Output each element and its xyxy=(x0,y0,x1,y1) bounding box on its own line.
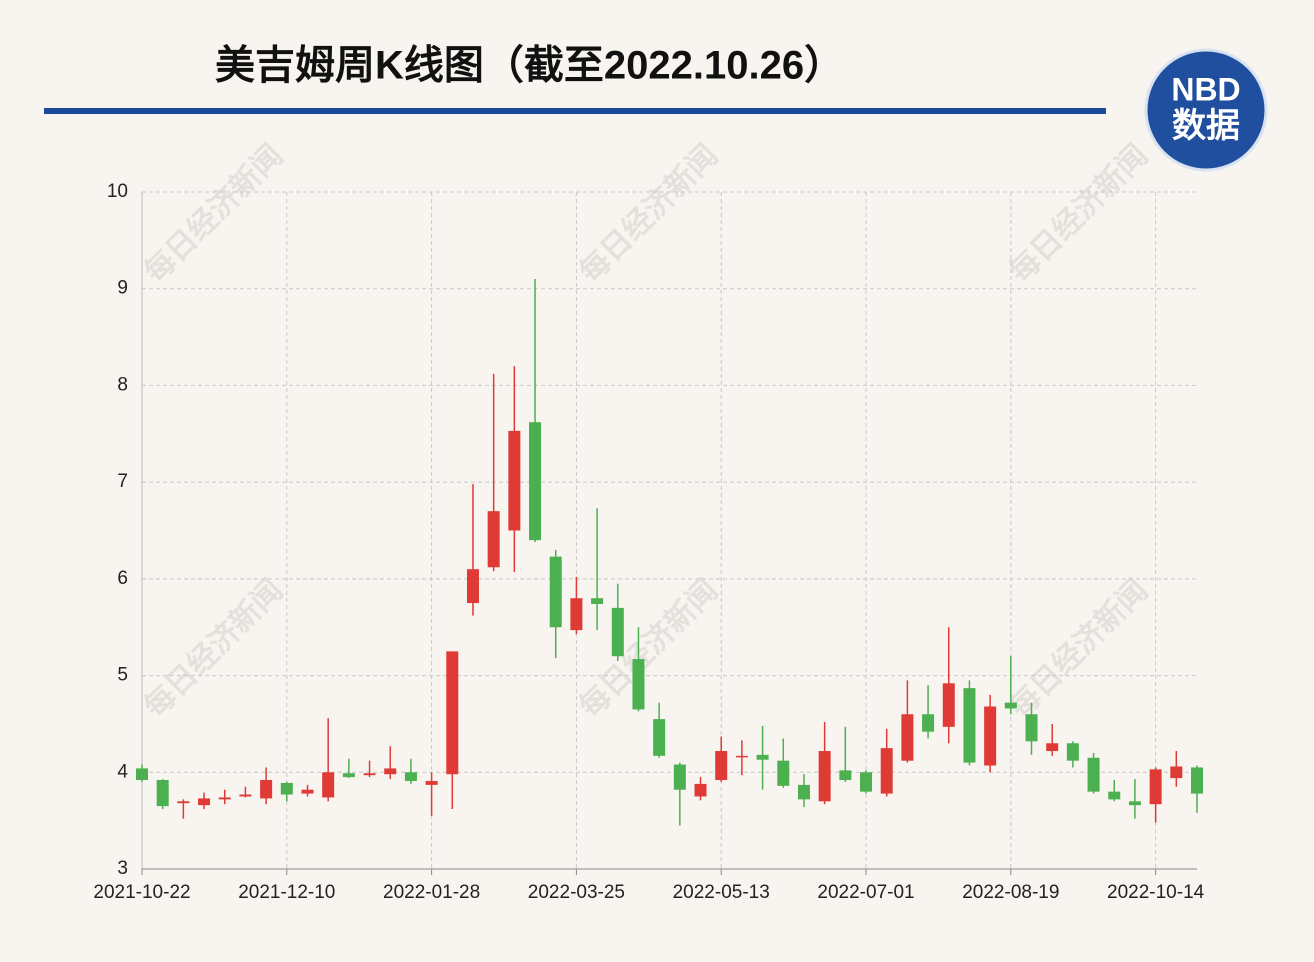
y-tick-label: 8 xyxy=(117,374,128,395)
candle-body xyxy=(177,801,190,804)
candle-body xyxy=(942,683,955,727)
y-tick-label: 10 xyxy=(107,181,128,202)
candle-body xyxy=(136,768,148,781)
candle-body xyxy=(922,714,935,732)
candle-body xyxy=(653,719,666,756)
candle-body xyxy=(1149,769,1162,805)
candle-body xyxy=(425,780,438,785)
y-tick-label: 6 xyxy=(117,568,128,589)
chart-title: 美吉姆周K线图（截至2022.10.26） xyxy=(215,44,844,88)
candle-body xyxy=(694,783,707,797)
candle-body xyxy=(260,780,273,799)
candle-body xyxy=(156,780,169,807)
candle-body xyxy=(860,772,873,792)
candle-body xyxy=(363,773,376,776)
candle-body xyxy=(529,422,542,541)
y-tick-label: 4 xyxy=(117,761,128,782)
candle-body xyxy=(984,706,997,766)
candle-body xyxy=(735,755,748,758)
candle-body xyxy=(487,511,500,568)
x-tick-label: 2021-10-22 xyxy=(93,882,190,903)
x-tick-label: 2022-07-01 xyxy=(817,882,914,903)
candle-body xyxy=(963,688,976,763)
y-tick-label: 3 xyxy=(117,858,128,879)
candle-body xyxy=(508,430,521,531)
candle-body xyxy=(1108,791,1121,800)
candle-body xyxy=(1004,702,1017,709)
candle-body xyxy=(901,714,914,761)
y-tick-label: 7 xyxy=(117,471,128,492)
candle-body xyxy=(797,784,810,800)
candle-body xyxy=(1066,743,1079,761)
candle-body xyxy=(673,764,686,790)
x-tick-label: 2021-12-10 xyxy=(238,882,335,903)
candle-body xyxy=(818,751,831,802)
y-tick-label: 5 xyxy=(117,665,128,686)
candle-body xyxy=(1170,766,1183,779)
logo-bottom: 数据 xyxy=(1172,107,1240,145)
candle-body xyxy=(466,569,479,604)
candle-body xyxy=(342,773,355,778)
candle-body xyxy=(570,598,583,631)
plot-area: 3 4 5 6 7 8 9 10 2021-10-22 2021-12-10 2022-01-28 2… xyxy=(93,181,1204,903)
candle-body xyxy=(446,651,459,775)
x-tick-label: 2022-01-28 xyxy=(383,882,480,903)
candle-body xyxy=(632,659,645,710)
x-tick-label: 2022-10-14 xyxy=(1107,882,1205,903)
candle-body xyxy=(777,760,790,786)
candle-body xyxy=(404,772,417,781)
candle-body xyxy=(839,770,852,781)
logo xyxy=(1144,48,1268,172)
candle-body xyxy=(756,754,769,760)
candle-body xyxy=(1087,757,1100,792)
x-tick-label: 2022-05-13 xyxy=(673,882,770,903)
logo-top: NBD xyxy=(1171,71,1240,107)
candle-body xyxy=(280,782,293,795)
candle-body xyxy=(1046,743,1059,752)
y-tick-label: 9 xyxy=(117,278,128,299)
candle-body xyxy=(322,772,335,798)
candle-body xyxy=(384,768,397,775)
candle-body xyxy=(239,794,252,797)
candle-body xyxy=(1191,767,1203,794)
candle-body xyxy=(591,598,604,605)
candle-body xyxy=(715,751,728,781)
candle-body xyxy=(1025,714,1038,742)
title-rule xyxy=(44,108,1106,114)
candle-body xyxy=(611,607,624,657)
candle-body xyxy=(198,798,211,806)
x-tick-label: 2022-08-19 xyxy=(962,882,1059,903)
candle-body xyxy=(880,748,893,794)
candle-body xyxy=(301,789,314,794)
candle-body xyxy=(549,556,562,628)
x-tick-label: 2022-03-25 xyxy=(528,882,625,903)
candle-body xyxy=(1128,801,1141,806)
candle-body xyxy=(218,797,231,800)
